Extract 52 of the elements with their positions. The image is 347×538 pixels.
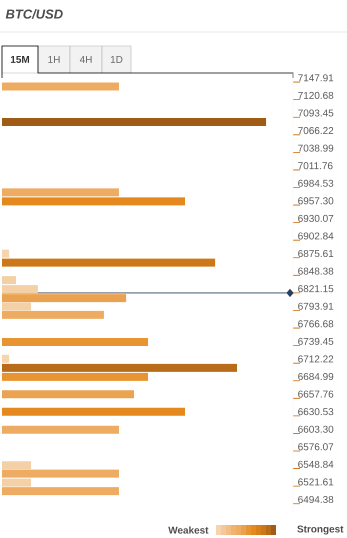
bar — [2, 372, 148, 381]
y-tick-label: 7011.76 — [298, 162, 333, 170]
y-tick-label: 6902.84 — [298, 232, 334, 240]
y-tick-label: 7147.91 — [298, 74, 334, 82]
bar — [2, 354, 10, 363]
bar — [2, 487, 119, 496]
y-tick-label: 7120.68 — [298, 92, 334, 99]
y-tick-label: 6793.91 — [298, 302, 334, 310]
chart-title: BTC/USD — [6, 9, 63, 19]
bar — [2, 294, 126, 302]
bar — [2, 338, 148, 346]
y-tick-label: 6766.68 — [298, 320, 334, 328]
bar — [2, 197, 185, 206]
bar — [2, 250, 10, 258]
y-tick-label: 6739.45 — [298, 338, 334, 345]
y-tick-label: 6603.30 — [298, 426, 334, 433]
bar — [2, 426, 119, 434]
text: 1H — [48, 56, 60, 63]
y-tick-label: 6548.84 — [298, 460, 334, 468]
y-tick-label: 6494.38 — [298, 496, 334, 504]
y-tick-label: 6576.07 — [298, 443, 334, 450]
bar — [2, 478, 32, 487]
text: Weakest — [168, 526, 208, 534]
y-tick-label: 6984.53 — [298, 180, 334, 187]
text: Strongest — [297, 525, 344, 535]
text: 15M — [10, 56, 30, 63]
bar — [2, 118, 266, 126]
y-tick-label: 6630.53 — [298, 408, 334, 416]
bar — [2, 310, 104, 319]
y-tick-label: 6875.61 — [298, 250, 334, 258]
bar — [2, 364, 238, 372]
text: 1D — [110, 56, 122, 63]
bar — [2, 461, 32, 470]
y-tick-label: 7093.45 — [298, 109, 334, 117]
y-tick-label: 6521.61 — [298, 478, 334, 486]
bar — [2, 408, 185, 416]
bar — [2, 82, 119, 91]
bar — [2, 470, 119, 478]
y-tick-label: 6712.22 — [298, 355, 334, 362]
y-tick-label: 6848.38 — [298, 268, 334, 275]
bar — [2, 390, 134, 398]
y-tick-label: 6957.30 — [298, 197, 334, 204]
text: 4H — [80, 56, 92, 63]
y-tick-label: 6657.76 — [298, 390, 334, 398]
bar — [2, 188, 119, 196]
y-tick-label: 6930.07 — [298, 214, 334, 222]
bar — [2, 258, 216, 267]
y-tick-label: 7038.99 — [298, 144, 334, 152]
y-tick-label: 6821.15 — [298, 285, 334, 292]
bar — [2, 302, 32, 311]
y-tick-label: 6684.99 — [298, 372, 334, 380]
y-tick-label: 7066.22 — [298, 127, 334, 134]
